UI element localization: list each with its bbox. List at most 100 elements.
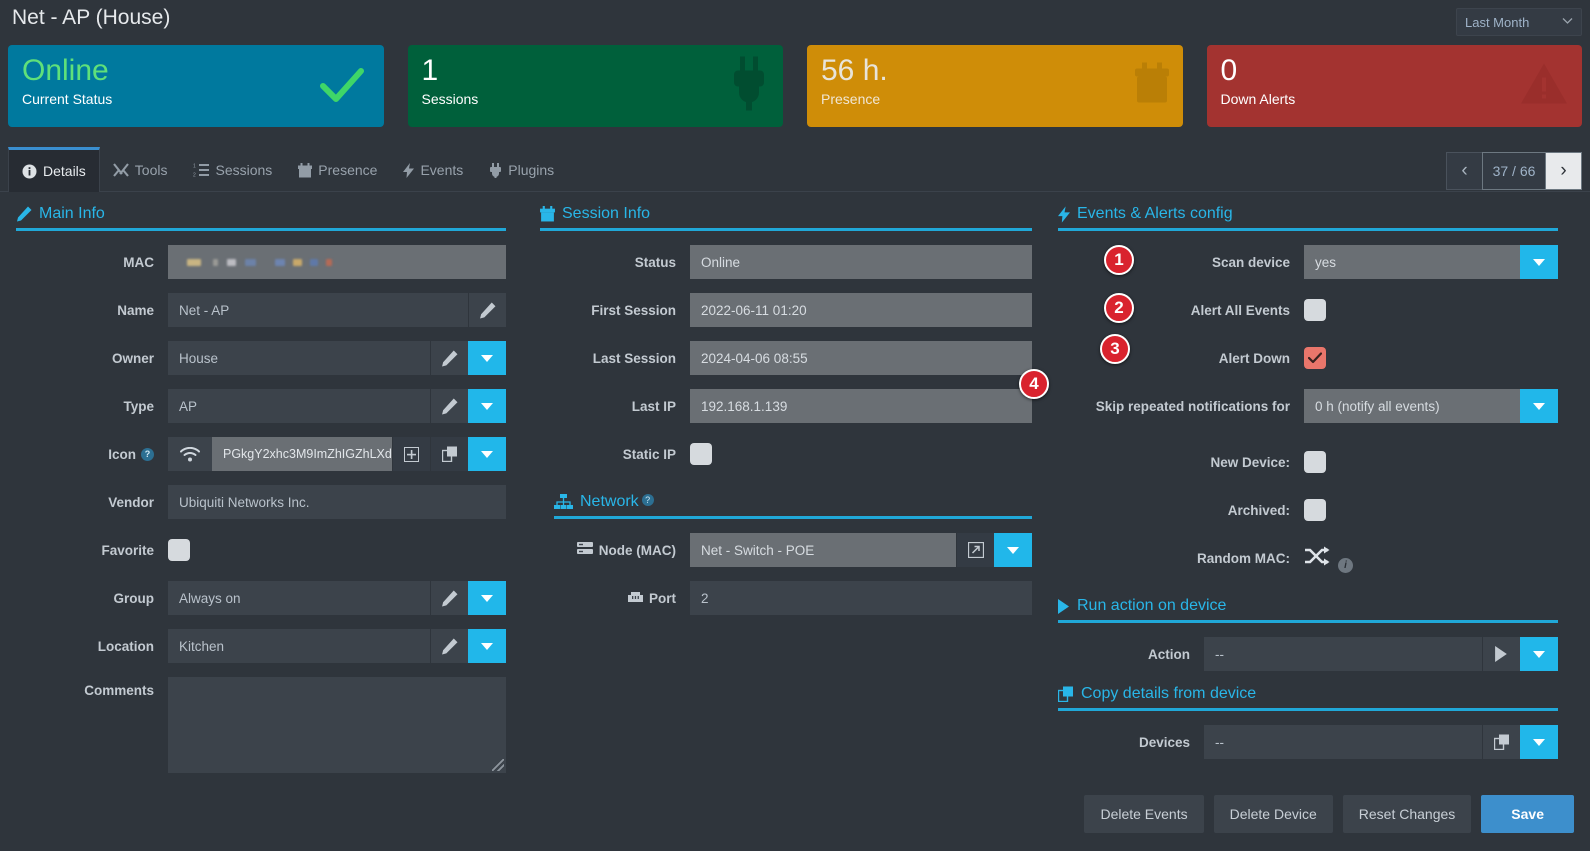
row-random-mac: Random MAC: i [1058, 541, 1558, 575]
tab-label: Presence [318, 162, 378, 178]
network-header: Network ? [554, 493, 1032, 519]
bolt-icon [403, 162, 415, 178]
tab-details[interactable]: Details [8, 147, 100, 192]
group-edit-button[interactable] [430, 581, 468, 615]
type-field[interactable]: AP [168, 389, 430, 423]
owner-label: Owner [111, 350, 154, 366]
chevron-down-icon [1533, 402, 1545, 410]
group-field[interactable]: Always on [168, 581, 430, 615]
scan-device-field[interactable]: yes [1304, 245, 1520, 279]
delete-events-button[interactable]: Delete Events [1084, 795, 1204, 833]
stat-card-down-alerts[interactable]: 0 Down Alerts [1206, 45, 1582, 127]
random-mac-info-icon[interactable]: i [1338, 558, 1353, 573]
mac-label: MAC [123, 254, 154, 270]
new-device-checkbox[interactable] [1304, 451, 1326, 473]
alert-all-events-checkbox[interactable] [1304, 299, 1326, 321]
step-badge-4: 4 [1019, 369, 1049, 399]
port-field[interactable]: 2 [690, 581, 1032, 615]
stat-card-sessions[interactable]: 1 Sessions [407, 45, 783, 127]
group-dropdown-button[interactable] [468, 581, 506, 615]
row-type: Type AP [16, 389, 506, 423]
tab-plugins[interactable]: Plugins [476, 148, 567, 192]
node-mac-field[interactable]: Net - Switch - POE [690, 533, 956, 567]
type-label: Type [123, 398, 154, 414]
tab-tools[interactable]: Tools [100, 148, 181, 192]
section-title: Session Info [562, 205, 651, 222]
static-ip-checkbox[interactable] [690, 443, 712, 465]
location-field[interactable]: Kitchen [168, 629, 430, 663]
devices-dropdown-button[interactable] [1520, 725, 1558, 759]
run-action-header: Run action on device [1058, 597, 1558, 623]
owner-field[interactable]: House [168, 341, 430, 375]
vendor-field: Ubiquiti Networks Inc. [168, 485, 506, 519]
save-button[interactable]: Save [1481, 795, 1574, 833]
scan-device-dropdown-button[interactable] [1520, 245, 1558, 279]
action-field[interactable]: -- [1204, 637, 1482, 671]
node-dropdown-button[interactable] [994, 533, 1032, 567]
skip-repeated-field[interactable]: 0 h (notify all events) [1304, 389, 1520, 423]
alert-down-checkbox[interactable] [1304, 347, 1326, 369]
copy-details-header: Copy details from device [1058, 685, 1558, 711]
action-run-button[interactable] [1482, 637, 1520, 671]
action-dropdown-button[interactable] [1520, 637, 1558, 671]
stat-card-current-status[interactable]: Online Current Status [8, 45, 384, 127]
period-select[interactable]: Last Month [1456, 8, 1582, 36]
type-edit-button[interactable] [430, 389, 468, 423]
check-icon [319, 67, 364, 110]
location-edit-button[interactable] [430, 629, 468, 663]
row-owner: Owner House [16, 341, 506, 375]
skip-repeated-dropdown-button[interactable] [1520, 389, 1558, 423]
wifi-icon [168, 437, 212, 471]
icon-dropdown-button[interactable] [468, 437, 506, 471]
pager-prev-button[interactable]: ‹ [1446, 152, 1482, 190]
mac-field [168, 245, 506, 279]
step-badge-3: 3 [1100, 334, 1130, 364]
calendar-icon [540, 206, 555, 222]
archived-checkbox[interactable] [1304, 499, 1326, 521]
name-edit-button[interactable] [468, 293, 506, 327]
row-icon: Icon ? PGkgY2xhc3M9ImZhIGZhLXdp [16, 437, 506, 471]
action-label: Action [1148, 646, 1190, 662]
footer-buttons: Delete Events Delete Device Reset Change… [1084, 795, 1574, 833]
stat-card-presence[interactable]: 56 h. Presence [807, 45, 1183, 127]
icon-help-icon[interactable]: ? [141, 447, 154, 461]
tab-events[interactable]: Events [390, 148, 476, 192]
tab-presence[interactable]: Presence [285, 148, 390, 192]
row-node-mac: Node (MAC) Net - Switch - POE [554, 533, 1032, 567]
reset-changes-button[interactable]: Reset Changes [1342, 795, 1472, 833]
node-open-link-button[interactable] [956, 533, 994, 567]
owner-dropdown-button[interactable] [468, 341, 506, 375]
location-label: Location [97, 638, 154, 654]
chevron-down-icon [1533, 650, 1545, 658]
owner-edit-button[interactable] [430, 341, 468, 375]
icon-add-button[interactable] [392, 437, 430, 471]
node-mac-label: Node (MAC) [598, 542, 676, 558]
devices-copy-button[interactable] [1482, 725, 1520, 759]
ethernet-port-icon [628, 591, 643, 606]
location-dropdown-button[interactable] [468, 629, 506, 663]
stat-card-value: 56 h. [821, 54, 888, 87]
devices-field[interactable]: -- [1204, 725, 1482, 759]
row-first-session: First Session 2022-06-11 01:20 [540, 293, 1032, 327]
row-new-device: New Device: [1058, 445, 1558, 479]
type-dropdown-button[interactable] [468, 389, 506, 423]
name-field[interactable]: Net - AP [168, 293, 468, 327]
icon-value-field[interactable]: PGkgY2xhc3M9ImZhIGZhLXdp [212, 437, 392, 471]
name-label: Name [117, 302, 154, 318]
comments-textarea[interactable] [168, 677, 506, 773]
events-alerts-header: Events & Alerts config [1058, 205, 1558, 231]
resize-grip-icon[interactable] [492, 759, 504, 771]
favorite-checkbox[interactable] [168, 539, 190, 561]
group-label: Group [113, 590, 155, 606]
chevron-down-icon [1533, 258, 1545, 266]
stat-cards: Online Current Status 1 Sessions 56 h. P… [8, 45, 1582, 127]
delete-device-button[interactable]: Delete Device [1213, 795, 1333, 833]
network-help-icon[interactable]: ? [641, 494, 654, 506]
pager-next-button[interactable]: › [1546, 152, 1582, 190]
info-circle-icon [22, 164, 37, 179]
svg-text:1: 1 [193, 164, 196, 170]
warning-triangle-icon [1520, 62, 1568, 111]
icon-copy-button[interactable] [430, 437, 468, 471]
